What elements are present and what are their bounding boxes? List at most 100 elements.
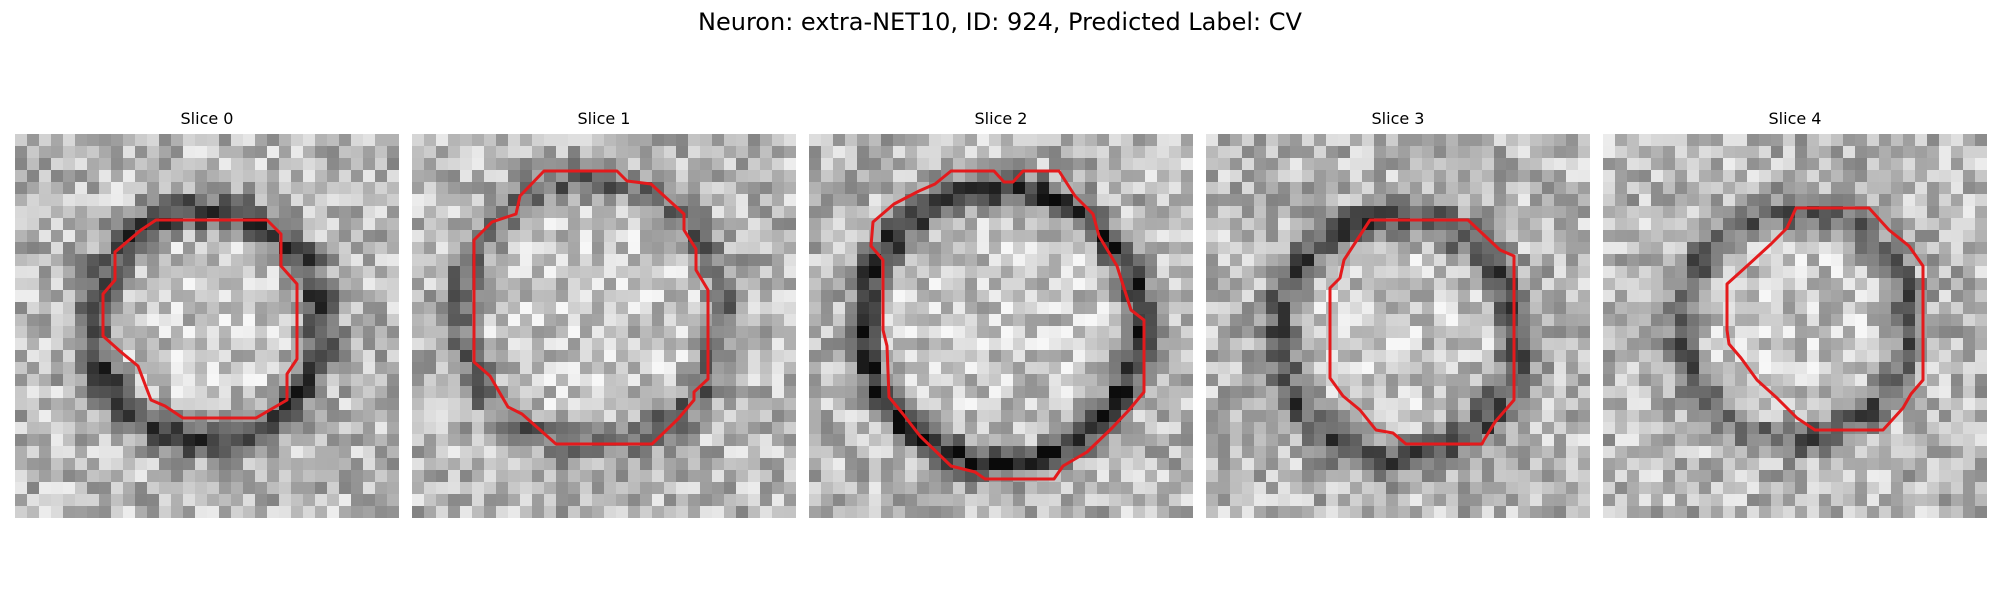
pixel bbox=[1651, 338, 1663, 350]
pixel bbox=[1615, 434, 1627, 446]
pixel bbox=[63, 254, 75, 266]
pixel bbox=[676, 422, 688, 434]
pixel bbox=[1843, 230, 1855, 242]
pixel bbox=[195, 314, 207, 326]
pixel bbox=[628, 386, 640, 398]
pixel bbox=[1663, 350, 1675, 362]
pixel bbox=[63, 410, 75, 422]
pixel bbox=[568, 422, 580, 434]
pixel bbox=[1518, 326, 1530, 338]
pixel bbox=[207, 206, 219, 218]
pixel bbox=[1675, 206, 1687, 218]
pixel bbox=[1687, 206, 1699, 218]
pixel bbox=[1735, 386, 1747, 398]
pixel bbox=[544, 494, 556, 506]
pixel bbox=[1049, 218, 1061, 230]
pixel bbox=[1735, 362, 1747, 374]
pixel bbox=[881, 434, 893, 446]
pixel bbox=[1169, 398, 1181, 410]
pixel bbox=[1254, 194, 1266, 206]
pixel bbox=[1049, 290, 1061, 302]
pixel bbox=[664, 506, 676, 518]
pixel bbox=[544, 374, 556, 386]
pixel bbox=[1121, 362, 1133, 374]
pixel bbox=[1506, 410, 1518, 422]
pixel bbox=[688, 158, 700, 170]
pixel bbox=[845, 374, 857, 386]
pixel bbox=[1494, 230, 1506, 242]
pixel bbox=[1819, 410, 1831, 422]
pixel bbox=[1699, 374, 1711, 386]
pixel bbox=[1506, 482, 1518, 494]
pixel bbox=[784, 266, 796, 278]
pixel bbox=[652, 254, 664, 266]
pixel bbox=[857, 386, 869, 398]
pixel bbox=[424, 242, 436, 254]
pixel bbox=[111, 470, 123, 482]
pixel bbox=[1254, 134, 1266, 146]
pixel bbox=[676, 254, 688, 266]
pixel bbox=[1867, 230, 1879, 242]
pixel bbox=[123, 194, 135, 206]
pixel bbox=[1097, 422, 1109, 434]
pixel bbox=[1398, 338, 1410, 350]
membrane-contour bbox=[472, 169, 710, 446]
pixel bbox=[75, 350, 87, 362]
pixel bbox=[1699, 218, 1711, 230]
pixel bbox=[941, 386, 953, 398]
pixel bbox=[1470, 446, 1482, 458]
pixel bbox=[1242, 314, 1254, 326]
pixel bbox=[315, 170, 327, 182]
pixel bbox=[1037, 182, 1049, 194]
pixel bbox=[1963, 362, 1975, 374]
pixel bbox=[460, 278, 472, 290]
pixel bbox=[1145, 290, 1157, 302]
pixel bbox=[1109, 422, 1121, 434]
pixel bbox=[1819, 278, 1831, 290]
pixel bbox=[869, 350, 881, 362]
pixel bbox=[1049, 446, 1061, 458]
pixel bbox=[1891, 434, 1903, 446]
pixel bbox=[640, 146, 652, 158]
pixel bbox=[1001, 290, 1013, 302]
pixel bbox=[327, 374, 339, 386]
pixel bbox=[700, 266, 712, 278]
pixel bbox=[905, 218, 917, 230]
pixel bbox=[1049, 338, 1061, 350]
pixel bbox=[424, 290, 436, 302]
pixel bbox=[568, 266, 580, 278]
pixel bbox=[1266, 242, 1278, 254]
pixel bbox=[1518, 494, 1530, 506]
pixel bbox=[1759, 326, 1771, 338]
pixel bbox=[821, 182, 833, 194]
pixel bbox=[604, 242, 616, 254]
pixel bbox=[833, 398, 845, 410]
pixel bbox=[1434, 398, 1446, 410]
pixel bbox=[436, 338, 448, 350]
pixel bbox=[1410, 254, 1422, 266]
pixel bbox=[448, 278, 460, 290]
pixel bbox=[1326, 422, 1338, 434]
pixel bbox=[1578, 458, 1590, 470]
pixel bbox=[1542, 482, 1554, 494]
pixel bbox=[1470, 158, 1482, 170]
pixel bbox=[1422, 278, 1434, 290]
pixel bbox=[303, 326, 315, 338]
pixel bbox=[51, 422, 63, 434]
pixel bbox=[484, 194, 496, 206]
pixel bbox=[977, 194, 989, 206]
pixel bbox=[736, 470, 748, 482]
pixel bbox=[700, 446, 712, 458]
pixel bbox=[303, 410, 315, 422]
pixel bbox=[604, 506, 616, 518]
pixel bbox=[1903, 230, 1915, 242]
pixel bbox=[809, 362, 821, 374]
pixel bbox=[1494, 290, 1506, 302]
pixel bbox=[1506, 134, 1518, 146]
pixel bbox=[1795, 182, 1807, 194]
pixel bbox=[1939, 434, 1951, 446]
membrane-contour bbox=[869, 169, 1146, 481]
pixel bbox=[1975, 146, 1987, 158]
pixel bbox=[1374, 506, 1386, 518]
pixel bbox=[1795, 134, 1807, 146]
